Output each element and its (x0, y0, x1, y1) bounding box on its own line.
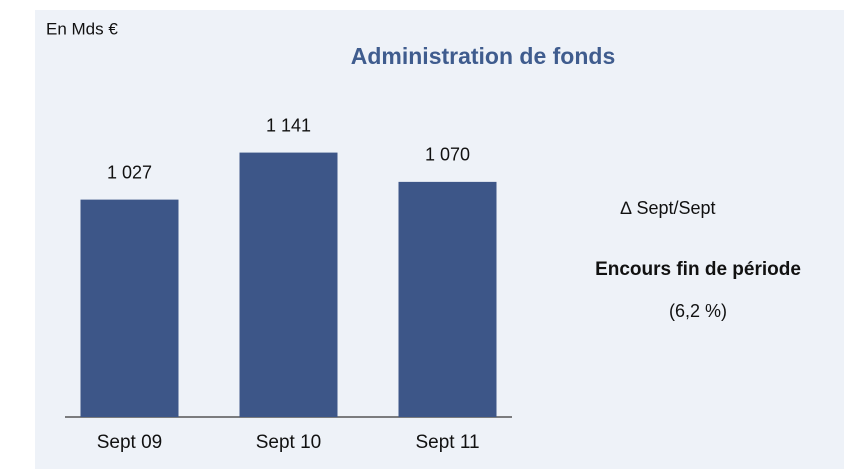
change-label: ∆ Sept/Sept (620, 198, 715, 218)
metric-label: Encours fin de période (595, 259, 801, 280)
value-label: 1 070 (425, 145, 470, 165)
change-value: (6,2 %) (669, 301, 727, 321)
value-label: 1 027 (107, 162, 152, 182)
bar (239, 152, 338, 417)
value-label: 1 141 (266, 115, 311, 135)
bar (398, 181, 497, 417)
x-tick-label: Sept 11 (415, 432, 479, 453)
unit-label: En Mds € (46, 19, 118, 38)
x-tick-label: Sept 09 (97, 432, 163, 453)
bar (80, 199, 179, 417)
chart-title: Administration de fonds (351, 43, 616, 69)
x-tick-label: Sept 10 (256, 432, 322, 453)
